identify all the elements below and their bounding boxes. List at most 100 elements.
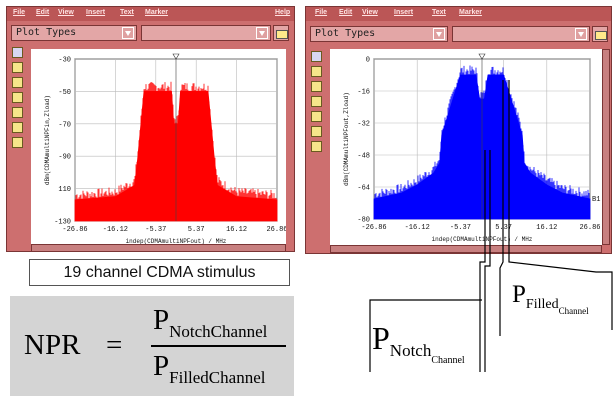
secondary-dropdown[interactable] (141, 25, 271, 41)
menu-marker[interactable]: Marker (145, 9, 168, 16)
table-tool-icon[interactable] (311, 66, 322, 77)
menu-insert[interactable]: Insert (86, 9, 106, 16)
left-plot-window: File Edit View Insert Text Marker Help P… (6, 6, 295, 252)
marker-label: B1 (592, 196, 600, 204)
x-tick-label: 5.37 (495, 224, 512, 232)
right-menu-bar: File Edit View Insert Text Marker (306, 7, 611, 21)
formula-numerator: PNotchChannel (153, 304, 267, 341)
menu-file[interactable]: File (315, 9, 328, 16)
formula-lhs: NPR (24, 329, 81, 361)
marker-triangle-icon[interactable] (172, 53, 180, 60)
right-vertical-scrollbar[interactable] (602, 49, 610, 245)
y-tick-label: -70 (58, 121, 71, 129)
y-tick-label: -30 (58, 57, 71, 65)
numerator-main: P (153, 304, 170, 336)
smith-chart-icon[interactable] (311, 96, 322, 107)
y-tick-label: 0 (366, 57, 370, 65)
right-spectrum-chart: 0 -16 -32 -48 -64 -80-26.86 -16.12 -5.37 5.37 16.… (343, 53, 601, 243)
y-axis-label: dBm(CDMAmultiNPFin,Zload) (44, 95, 51, 185)
plot-types-dropdown[interactable]: Plot Types (11, 25, 137, 41)
plot-types-dropdown[interactable]: Plot Types (310, 26, 448, 42)
chevron-down-icon[interactable] (575, 28, 587, 40)
list-tool-icon[interactable] (12, 107, 23, 118)
menu-view[interactable]: View (362, 9, 378, 16)
x-tick-label: 16.12 (226, 226, 247, 234)
plot-types-label: Plot Types (315, 28, 376, 39)
notch-sub: Notch (389, 341, 432, 360)
numerator-sub: NotchChannel (169, 322, 268, 341)
marker-triangle-icon[interactable] (478, 53, 486, 60)
notch-channel-annotation: PNotchChannel (372, 320, 465, 366)
x-tick-label: 5.37 (188, 226, 205, 234)
menu-edit[interactable]: Edit (339, 9, 353, 16)
x-tick-label: -5.37 (450, 224, 471, 232)
filled-subsub: Channel (558, 306, 589, 316)
y-tick-label: -80 (357, 217, 370, 225)
folder-icon[interactable] (592, 26, 608, 42)
y-tick-label: -32 (357, 121, 370, 129)
filled-sub: Filled (525, 297, 559, 312)
folder-icon[interactable] (273, 25, 289, 41)
menu-marker[interactable]: Marker (459, 9, 482, 16)
fraction-bar (151, 345, 286, 347)
smith-chart-icon[interactable] (12, 92, 23, 103)
text-tool-icon[interactable] (12, 137, 23, 148)
polar-plot-icon[interactable] (311, 81, 322, 92)
x-axis-label: indep(CDMAmultiNPFout) / MHz (126, 238, 227, 245)
text-tool-icon[interactable] (311, 141, 322, 152)
list-tool-icon[interactable] (311, 111, 322, 122)
left-plot-area: -30 -50 -70 -90 110 -130 -26.86 -16.12 -5.37 5.37… (31, 49, 288, 245)
menu-text[interactable]: Text (432, 9, 446, 16)
npr-formula-box: NPR = PNotchChannel PFilledChannel (10, 296, 294, 396)
x-tick-label: -16.12 (405, 224, 430, 232)
formula-denominator: PFilledChannel (153, 350, 265, 387)
menu-text[interactable]: Text (120, 9, 134, 16)
y-tick-label: -90 (58, 154, 71, 162)
x-tick-label: 26.86 (579, 224, 600, 232)
right-horizontal-scrollbar[interactable] (330, 245, 602, 253)
y-axis-label: dBm(CDMAmultiNPFout,Zload) (343, 92, 350, 186)
stack-plot-icon[interactable] (12, 122, 23, 133)
y-tick-label: 110 (58, 186, 71, 194)
chevron-down-icon[interactable] (122, 27, 134, 39)
filled-main: P (512, 281, 526, 308)
menu-edit[interactable]: Edit (36, 9, 50, 16)
menu-view[interactable]: View (58, 9, 74, 16)
right-plot-window: File Edit View Insert Text Marker Plot T… (305, 6, 612, 254)
filled-channel-annotation: PFilledChannel (512, 281, 589, 316)
stack-plot-icon[interactable] (311, 126, 322, 137)
notch-subsub: Channel (431, 355, 465, 366)
polar-plot-icon[interactable] (12, 77, 23, 88)
y-tick-label: -16 (357, 89, 370, 97)
left-menu-bar: File Edit View Insert Text Marker Help (7, 7, 294, 21)
notch-main: P (372, 320, 390, 356)
y-tick-label: -50 (58, 89, 71, 97)
x-tick-label: -16.12 (103, 226, 128, 234)
right-plot-area: 0 -16 -32 -48 -64 -80 -26.86 -16.12 -5.37 5.37 16.… (330, 49, 602, 245)
denominator-main: P (153, 350, 170, 382)
stimulus-caption: 19 channel CDMA stimulus (29, 259, 290, 286)
pointer-tool-icon[interactable] (311, 51, 322, 62)
denominator-sub: FilledChannel (169, 368, 266, 387)
x-tick-label: -5.37 (145, 226, 166, 234)
x-axis-label: indep(CDMAmultiNPFout) / MHz (432, 236, 533, 243)
plot-types-label: Plot Types (16, 27, 77, 38)
secondary-dropdown[interactable] (452, 26, 590, 42)
formula-equals: = (106, 329, 123, 361)
chevron-down-icon[interactable] (256, 27, 268, 39)
menu-insert[interactable]: Insert (394, 9, 414, 16)
menu-help[interactable]: Help (275, 9, 291, 16)
menu-file[interactable]: File (13, 9, 26, 16)
left-spectrum-chart: -30 -50 -70 -90 110 -130-26.86 -16.12 -5.37 5.37… (44, 53, 288, 245)
y-tick-label: -64 (357, 185, 370, 193)
x-tick-label: -26.86 (62, 226, 87, 234)
x-tick-label: 26.86 (266, 226, 286, 234)
x-tick-label: 16.12 (536, 224, 557, 232)
chevron-down-icon[interactable] (433, 28, 445, 40)
x-tick-label: -26.86 (361, 224, 386, 232)
y-tick-label: -48 (357, 153, 370, 161)
table-tool-icon[interactable] (12, 62, 23, 73)
pointer-tool-icon[interactable] (12, 47, 23, 58)
left-horizontal-scrollbar[interactable] (31, 244, 286, 252)
spectrum-noise (75, 81, 277, 221)
